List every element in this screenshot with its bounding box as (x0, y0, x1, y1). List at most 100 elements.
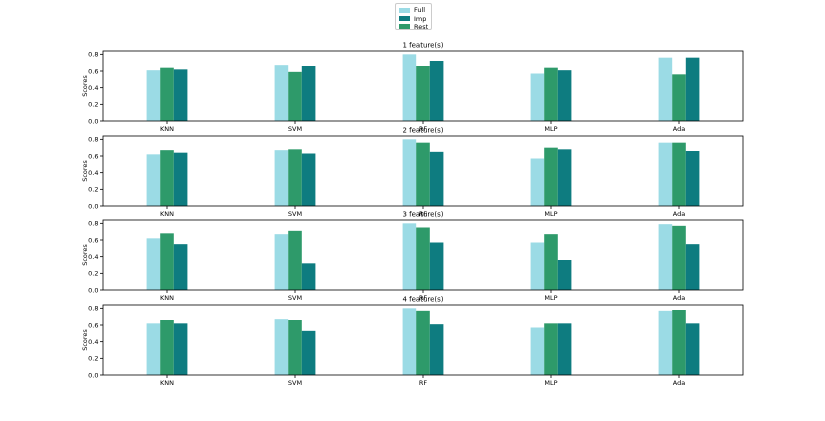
legend-item-full: Full (399, 6, 429, 14)
bar-full-rf (402, 223, 417, 290)
bar-full-rf (402, 54, 417, 122)
bar-imp-rf (429, 242, 444, 290)
bar-rest-knn (160, 150, 174, 206)
bar-rest-svm (288, 71, 302, 121)
bar-full-ada (658, 224, 673, 290)
bar-rest-mlp (544, 323, 558, 375)
bar-imp-mlp (557, 260, 572, 290)
axes-frame (102, 135, 744, 207)
legend-label-imp: Imp (414, 14, 427, 23)
bar-imp-svm (301, 330, 316, 375)
bar-imp-knn (173, 152, 188, 206)
legend-label-rest: Rest (414, 22, 429, 31)
y-axis-label: Scores (81, 244, 89, 266)
y-tick-label: 0.6 (88, 236, 98, 244)
x-tick-label: RF (419, 210, 428, 218)
y-tick-label: 0.4 (88, 169, 98, 177)
axes-frame (102, 50, 744, 122)
y-tick-label: 0.4 (88, 84, 98, 92)
bar-rest-ada (672, 310, 686, 375)
bar-full-rf (402, 139, 417, 206)
bar-full-ada (658, 310, 673, 375)
x-tick-label: MLP (544, 210, 557, 218)
bar-imp-mlp (557, 323, 572, 375)
x-tick-label: SVM (288, 125, 302, 133)
bar-rest-svm (288, 320, 302, 375)
panel-title: 1 feature(s) (402, 42, 443, 50)
panel-title: 3 feature(s) (402, 211, 443, 219)
x-tick-label: KNN (160, 379, 174, 387)
legend-item-imp: Imp (399, 14, 429, 23)
bar-imp-ada (685, 323, 700, 375)
bar-rest-ada (672, 74, 686, 121)
bar-rest-mlp (544, 147, 558, 206)
x-tick-label: MLP (544, 294, 557, 302)
panel-title: 4 feature(s) (402, 296, 443, 304)
y-tick-label: 0.0 (88, 202, 98, 210)
bar-rest-svm (288, 230, 302, 290)
bar-imp-rf (429, 324, 444, 375)
axes-frame (102, 304, 744, 376)
bar-full-knn (146, 154, 161, 206)
x-tick-label: Ada (673, 210, 685, 218)
bar-rest-rf (416, 227, 430, 290)
bar-rest-ada (672, 225, 686, 290)
y-tick-label: 0.2 (88, 355, 98, 363)
bar-full-mlp (530, 327, 545, 375)
legend-swatch-rest (399, 24, 410, 30)
bar-imp-svm (301, 66, 316, 121)
y-tick-label: 0.2 (88, 101, 98, 109)
axes-frame (102, 219, 744, 291)
bar-rest-knn (160, 67, 174, 121)
bar-full-svm (274, 234, 289, 290)
y-tick-label: 0.4 (88, 338, 98, 346)
bar-full-ada (658, 57, 673, 121)
x-tick-label: Ada (673, 294, 685, 302)
x-tick-label: SVM (288, 210, 302, 218)
bar-imp-knn (173, 323, 188, 375)
bar-rest-svm (288, 149, 302, 206)
bar-full-svm (274, 150, 289, 206)
bar-rest-mlp (544, 67, 558, 121)
bar-rest-ada (672, 142, 686, 206)
panel-title: 2 feature(s) (402, 127, 443, 135)
y-tick-label: 0.6 (88, 67, 98, 75)
legend-swatch-imp (399, 16, 410, 22)
y-axis-label: Scores (81, 329, 89, 351)
y-tick-label: 0.0 (88, 117, 98, 125)
y-tick-label: 0.6 (88, 152, 98, 160)
bar-imp-rf (429, 61, 444, 121)
y-axis-label: Scores (81, 160, 89, 182)
bar-imp-ada (685, 244, 700, 290)
y-tick-label: 0.8 (88, 136, 98, 144)
x-tick-label: KNN (160, 210, 174, 218)
bar-rest-mlp (544, 234, 558, 290)
x-tick-label: RF (419, 125, 428, 133)
bar-rest-rf (416, 142, 430, 206)
bar-rest-rf (416, 310, 430, 375)
x-tick-label: MLP (544, 379, 557, 387)
bar-imp-svm (301, 263, 316, 290)
x-tick-label: MLP (544, 125, 557, 133)
x-tick-label: Ada (673, 125, 685, 133)
y-tick-label: 0.8 (88, 305, 98, 313)
y-tick-label: 0.2 (88, 270, 98, 278)
bar-rest-knn (160, 233, 174, 290)
bar-imp-rf (429, 151, 444, 206)
x-tick-label: RF (419, 294, 428, 302)
y-tick-label: 0.8 (88, 220, 98, 228)
bar-imp-svm (301, 153, 316, 206)
x-tick-label: KNN (160, 294, 174, 302)
bar-imp-mlp (557, 149, 572, 206)
bar-imp-knn (173, 244, 188, 290)
bar-full-knn (146, 323, 161, 375)
bar-full-mlp (530, 242, 545, 290)
x-tick-label: RF (419, 379, 428, 387)
x-tick-label: SVM (288, 294, 302, 302)
legend: Full Imp Rest (395, 3, 432, 31)
bar-full-ada (658, 142, 673, 206)
y-tick-label: 0.8 (88, 51, 98, 59)
bar-imp-knn (173, 69, 188, 121)
bar-imp-ada (685, 57, 700, 121)
